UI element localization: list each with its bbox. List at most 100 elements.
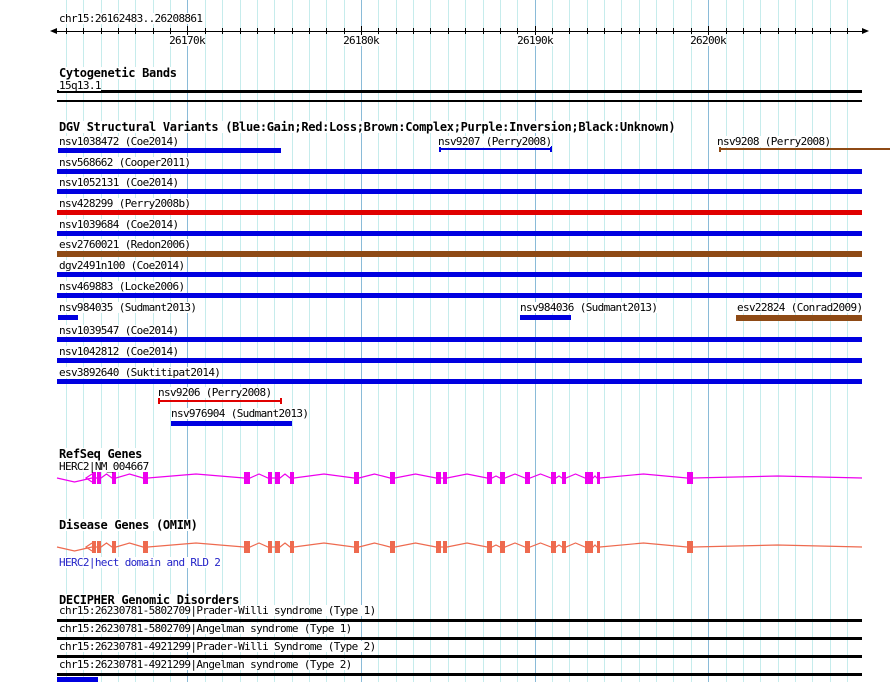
ruler-tick-minor	[118, 28, 119, 34]
variant-label: dgv2491n100 (Coe2014)	[59, 259, 185, 272]
disorder-bar[interactable]	[57, 637, 862, 640]
exon-block[interactable]	[275, 472, 280, 484]
exon-block[interactable]	[354, 541, 359, 553]
exon-block[interactable]	[436, 541, 441, 553]
exon-block[interactable]	[487, 472, 492, 484]
exon-block[interactable]	[244, 541, 250, 553]
ruler-tick-minor	[448, 28, 449, 34]
ruler-tick-minor	[205, 28, 206, 34]
variant-range-cap	[719, 146, 721, 152]
variant-label: nsv984035 (Sudmant2013)	[59, 301, 197, 314]
exon-block[interactable]	[290, 541, 294, 553]
ruler-tick-minor	[396, 28, 397, 34]
exon-block[interactable]	[551, 472, 556, 484]
ruler-tick-minor	[778, 28, 779, 34]
exon-block[interactable]	[585, 472, 593, 484]
variant-bar[interactable]	[57, 272, 862, 277]
ruler-tick-major	[187, 26, 188, 36]
ruler-tick-minor	[413, 28, 414, 34]
exon-block[interactable]	[97, 472, 101, 484]
variant-range-line[interactable]	[719, 148, 890, 150]
variant-label: nsv9207 (Perry2008)	[438, 135, 552, 148]
variant-bar[interactable]	[171, 421, 292, 426]
exon-block[interactable]	[597, 541, 600, 553]
exon-block[interactable]	[487, 541, 492, 553]
variant-bar[interactable]	[57, 337, 862, 342]
ruler-tick-minor	[101, 28, 102, 34]
exon-block[interactable]	[275, 541, 280, 553]
variant-bar[interactable]	[57, 210, 862, 215]
exon-block[interactable]	[112, 541, 116, 553]
ruler-tick-minor	[812, 28, 813, 34]
ruler-tick-minor	[274, 28, 275, 34]
exon-block[interactable]	[525, 541, 530, 553]
variant-label: nsv428299 (Perry2008b)	[59, 197, 191, 210]
exon-block[interactable]	[436, 472, 441, 484]
ruler-tick-minor	[691, 28, 692, 34]
disorder-bar[interactable]	[57, 655, 862, 658]
exon-block[interactable]	[143, 472, 148, 484]
variant-bar[interactable]	[57, 379, 862, 384]
exon-block[interactable]	[92, 541, 96, 553]
variant-bar[interactable]	[58, 148, 281, 153]
ruler-tick-minor	[430, 28, 431, 34]
variant-range-line[interactable]	[158, 400, 282, 402]
partial-track-bar[interactable]	[57, 677, 98, 682]
omim-gene-label[interactable]: HERC2|hect domain and RLD 2	[59, 556, 221, 569]
ruler-arrow-right	[862, 28, 869, 34]
cytoband-label[interactable]: 15q13.1	[59, 79, 101, 92]
refseq-gene-name[interactable]: HERC2|NM_004667	[59, 460, 149, 473]
disorder-bar[interactable]	[57, 673, 862, 676]
exon-block[interactable]	[244, 472, 250, 484]
variant-bar[interactable]	[57, 169, 862, 174]
exon-block[interactable]	[290, 472, 294, 484]
exon-block[interactable]	[92, 472, 96, 484]
variant-label: nsv9206 (Perry2008)	[158, 386, 272, 399]
ruler-tick-minor	[552, 28, 553, 34]
exon-block[interactable]	[268, 472, 272, 484]
variant-label: nsv1042812 (Coe2014)	[59, 345, 179, 358]
exon-block[interactable]	[562, 472, 566, 484]
exon-block[interactable]	[525, 472, 530, 484]
exon-block[interactable]	[112, 472, 116, 484]
variant-bar[interactable]	[57, 358, 862, 363]
variant-bar[interactable]	[58, 315, 78, 320]
ruler-tick-minor	[639, 28, 640, 34]
exon-block[interactable]	[390, 541, 395, 553]
exon-block[interactable]	[687, 541, 693, 553]
ruler-tick-minor	[604, 28, 605, 34]
variant-label: nsv1039684 (Coe2014)	[59, 218, 179, 231]
disorder-bar[interactable]	[57, 619, 862, 622]
variant-bar[interactable]	[57, 231, 862, 236]
variant-range-line[interactable]	[439, 148, 552, 150]
exon-block[interactable]	[585, 541, 593, 553]
variant-bar[interactable]	[57, 293, 862, 298]
exon-block[interactable]	[687, 472, 693, 484]
ruler-tick-label: 26200k	[690, 34, 727, 47]
variant-bar[interactable]	[57, 189, 862, 194]
omim-gene-model[interactable]	[0, 534, 890, 564]
ruler-tick-minor	[222, 28, 223, 34]
exon-block[interactable]	[562, 541, 566, 553]
exon-block[interactable]	[443, 541, 447, 553]
variant-bar[interactable]	[520, 315, 571, 320]
exon-block[interactable]	[500, 472, 505, 484]
refseq-gene-model[interactable]	[0, 465, 890, 495]
exon-block[interactable]	[551, 541, 556, 553]
variant-bar[interactable]	[57, 251, 862, 257]
ruler-tick-minor	[569, 28, 570, 34]
variant-label: esv3892640 (Suktitipat2014)	[59, 366, 221, 379]
variant-bar[interactable]	[736, 315, 862, 321]
ruler-tick-major	[361, 26, 362, 36]
exon-block[interactable]	[97, 541, 101, 553]
ruler-tick-minor	[726, 28, 727, 34]
exon-block[interactable]	[597, 472, 600, 484]
exon-block[interactable]	[390, 472, 395, 484]
ruler-tick-label: 26190k	[517, 34, 554, 47]
exon-block[interactable]	[143, 541, 148, 553]
exon-block[interactable]	[268, 541, 272, 553]
exon-block[interactable]	[354, 472, 359, 484]
exon-block[interactable]	[500, 541, 505, 553]
exon-block[interactable]	[443, 472, 447, 484]
